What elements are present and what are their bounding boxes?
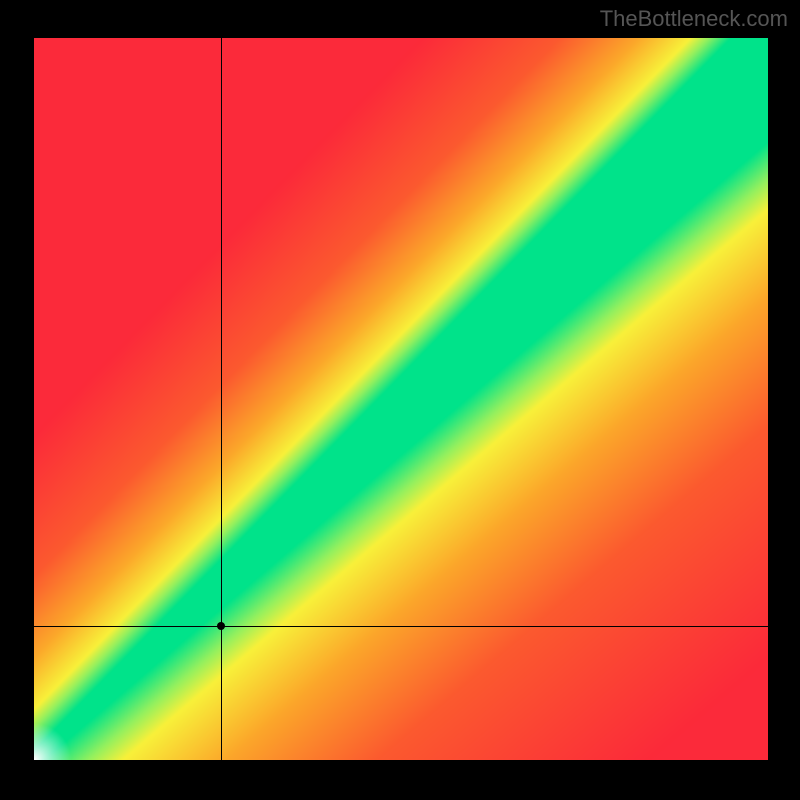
crosshair-vertical [221, 38, 222, 760]
watermark: TheBottleneck.com [600, 6, 788, 32]
heatmap-canvas [34, 38, 768, 760]
crosshair-marker [217, 622, 225, 630]
figure-container: TheBottleneck.com [0, 0, 800, 800]
plot-area [34, 38, 768, 760]
crosshair-horizontal [34, 626, 768, 627]
